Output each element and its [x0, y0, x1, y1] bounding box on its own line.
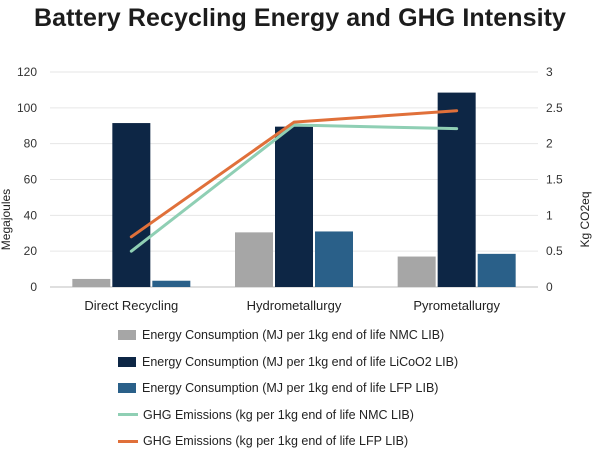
- legend-item: Energy Consumption (MJ per 1kg end of li…: [118, 375, 588, 402]
- x-tick-label: Pyrometallurgy: [413, 298, 500, 313]
- y2-tick-label: 1: [546, 208, 553, 222]
- y-tick-label: 0: [30, 280, 37, 294]
- legend-swatch: [118, 356, 136, 367]
- bar: [235, 232, 273, 287]
- lines: [129, 109, 459, 253]
- legend-item: Energy Consumption (MJ per 1kg end of li…: [118, 322, 588, 349]
- legend-label: GHG Emissions (kg per 1kg end of life LF…: [143, 434, 409, 449]
- y-tick-label: 100: [17, 101, 37, 115]
- bar: [112, 123, 151, 287]
- y2-tick-label: 1.5: [546, 173, 563, 187]
- bar: [152, 280, 191, 287]
- legend: Energy Consumption (MJ per 1kg end of li…: [118, 322, 588, 455]
- legend-label: GHG Emissions (kg per 1kg end of life NM…: [143, 407, 414, 422]
- series-line: [129, 123, 459, 253]
- chart-title: Battery Recycling Energy and GHG Intensi…: [33, 4, 567, 32]
- bar: [437, 92, 476, 288]
- x-tick-label: Hydrometallurgy: [247, 298, 342, 313]
- legend-swatch: [118, 383, 136, 394]
- y2-axis-label: Kg CO2eq: [578, 191, 592, 247]
- legend-label: Energy Consumption (MJ per 1kg end of li…: [142, 354, 459, 369]
- bar: [397, 256, 436, 287]
- bar: [275, 126, 313, 287]
- legend-item: GHG Emissions (kg per 1kg end of life LF…: [118, 428, 588, 455]
- y-tick-label: 60: [24, 173, 38, 187]
- y-tick-label: 80: [24, 137, 38, 151]
- y-tick-label: 40: [24, 208, 38, 222]
- legend-item: GHG Emissions (kg per 1kg end of life NM…: [118, 402, 588, 429]
- y2-tick-label: 2: [546, 137, 553, 151]
- legend-swatch: [118, 413, 138, 417]
- bar: [315, 231, 353, 287]
- y-tick-label: 20: [24, 244, 38, 258]
- legend-label: Energy Consumption (MJ per 1kg end of li…: [142, 328, 445, 343]
- x-tick-label: Direct Recycling: [84, 298, 178, 313]
- series-line: [129, 109, 459, 239]
- axes: 0 20 40 60 80 100 120 0 0.5 1 1.5 2 2.5 3 Megajoules Kg…: [0, 65, 592, 313]
- bars: [72, 92, 516, 288]
- bar: [72, 278, 111, 287]
- y-tick-label: 120: [17, 65, 37, 79]
- y2-tick-label: 0: [546, 280, 553, 294]
- legend-swatch: [118, 330, 136, 341]
- bar: [477, 253, 516, 287]
- legend-swatch: [118, 439, 138, 443]
- legend-item: Energy Consumption (MJ per 1kg end of li…: [118, 349, 588, 376]
- y2-tick-label: 3: [546, 65, 553, 79]
- y2-tick-label: 0.5: [546, 244, 563, 258]
- y-axis-label: Megajoules: [0, 189, 13, 250]
- chart-canvas: 0 20 40 60 80 100 120 0 0.5 1 1.5 2 2.5 3 Megajoules Kg…: [0, 65, 592, 313]
- legend-label: Energy Consumption (MJ per 1kg end of li…: [142, 381, 439, 396]
- y2-tick-label: 2.5: [546, 101, 563, 115]
